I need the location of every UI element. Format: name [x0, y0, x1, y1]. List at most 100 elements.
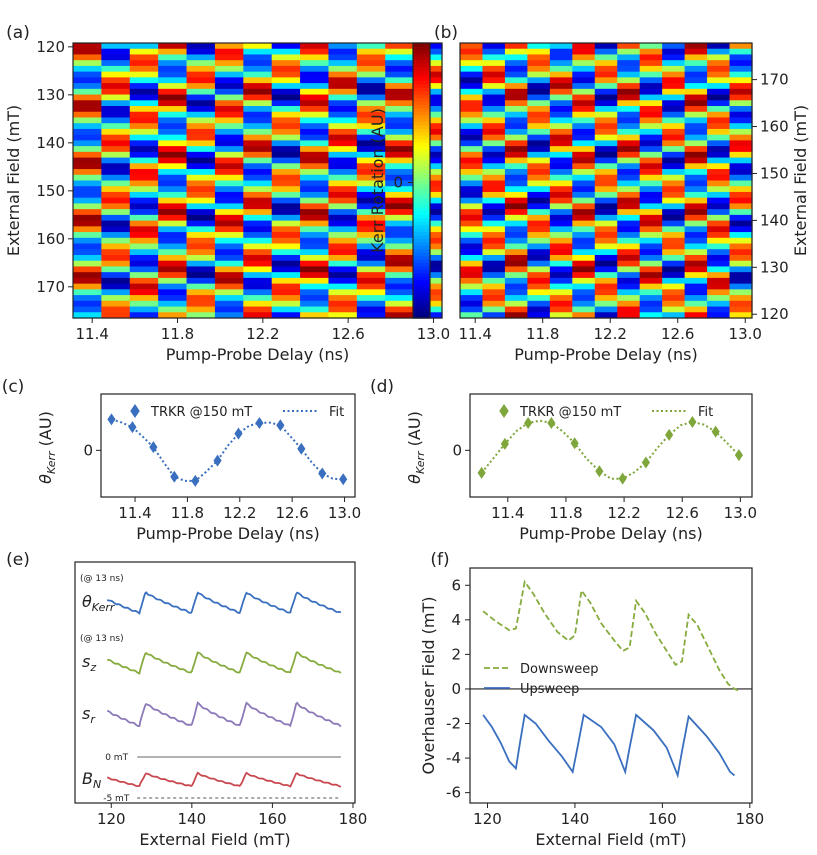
heatmap-cell: [214, 157, 244, 164]
heatmap-cell: [460, 48, 484, 56]
heatmap-cell: [328, 289, 358, 296]
heatmap-cell: [594, 209, 618, 216]
heatmap-cell: [300, 128, 330, 136]
heatmap-cell: [214, 186, 244, 193]
heatmap-cell: [482, 214, 506, 222]
heatmap-cell: [186, 209, 216, 216]
heatmap-cell: [385, 277, 415, 285]
heatmap-cell: [504, 83, 528, 90]
heatmap-cell: [214, 94, 244, 101]
heatmap-cell: [300, 306, 330, 313]
heatmap-cell: [186, 106, 216, 113]
heatmap-cell: [707, 60, 731, 67]
heatmap-cell: [186, 157, 216, 164]
heatmap-cell: [385, 209, 415, 216]
heatmap-cell: [214, 134, 244, 141]
heatmap-cell: [385, 157, 415, 164]
heatmap-cell: [129, 277, 159, 285]
heatmap-cell: [328, 123, 358, 130]
heatmap-cell: [707, 289, 731, 296]
heatmap-cell: [385, 191, 415, 199]
heatmap-cell: [482, 277, 506, 285]
heatmap-cell: [300, 134, 330, 141]
heatmap-cell: [729, 43, 753, 50]
heatmap-cell: [271, 197, 301, 205]
heatmap-cell: [101, 134, 131, 141]
heatmap-cell: [482, 289, 506, 296]
heatmap-cell: [707, 209, 731, 216]
heatmap-cell: [482, 249, 506, 256]
colorbar-step: [413, 170, 430, 175]
heatmap-cell: [186, 65, 216, 73]
heatmap-cell: [707, 306, 731, 313]
heatmap-cell: [617, 48, 641, 56]
heatmap-cell: [684, 71, 708, 78]
x-tick-label: 140: [178, 810, 207, 828]
plot-frame: [100, 393, 356, 498]
heatmap-cell: [594, 128, 618, 136]
heatmap-cell: [271, 191, 301, 199]
heatmap-cell: [243, 306, 273, 313]
heatmap-cell: [271, 232, 301, 239]
heatmap-cell: [639, 220, 663, 227]
colorbar-step: [413, 142, 430, 147]
heatmap-cell: [504, 123, 528, 130]
heatmap-cell: [482, 140, 506, 147]
heatmap-cell: [549, 180, 573, 187]
heatmap-cell: [729, 106, 753, 113]
heatmap-cell: [549, 197, 573, 205]
heatmap-cell: [572, 232, 596, 239]
heatmap-cell: [214, 197, 244, 205]
colorbar-step: [413, 146, 430, 151]
heatmap-cell: [662, 140, 686, 147]
heatmap-cell: [504, 146, 528, 153]
heatmap-cell: [684, 117, 708, 124]
x-tick-label: 12.6: [275, 504, 308, 522]
heatmap-cell: [73, 191, 102, 199]
heatmap-cell: [594, 146, 618, 153]
colorbar-step: [413, 273, 430, 278]
heatmap-cell: [662, 203, 686, 210]
series-line: [106, 771, 342, 788]
heatmap-cell: [385, 140, 415, 147]
legend-label: Upsweep: [520, 682, 579, 697]
heatmap-cell: [549, 306, 573, 313]
heatmap-cell: [707, 260, 731, 268]
heatmap-cell: [662, 191, 686, 199]
x-tick-label: 13.0: [417, 325, 450, 343]
heatmap-cell: [73, 203, 102, 210]
x-tick-label: 12.6: [666, 504, 699, 522]
heatmap-cell: [300, 169, 330, 176]
heatmap-cell: [460, 111, 484, 119]
heatmap-cell: [639, 232, 663, 239]
colorbar-step: [413, 43, 430, 48]
heatmap-cell: [729, 54, 753, 61]
heatmap-cell: [385, 243, 415, 250]
heatmap-cell: [73, 243, 102, 250]
heatmap-cell: [243, 254, 273, 262]
heatmap-cell: [460, 266, 484, 273]
heatmap-cell: [460, 300, 484, 308]
heatmap-cell: [73, 54, 102, 61]
heatmap-cell: [271, 106, 301, 113]
heatmap-cell: [662, 134, 686, 141]
colorbar-step: [413, 293, 430, 298]
heatmap-cell: [129, 306, 159, 313]
heatmap-cell: [572, 43, 596, 50]
data-point-diamond: [318, 467, 327, 480]
heatmap-cell: [639, 88, 663, 96]
heatmap-cell: [300, 249, 330, 256]
heatmap-cell: [572, 220, 596, 227]
x-tick-label: 11.4: [458, 325, 491, 343]
y-tick-label: 2: [451, 645, 461, 663]
heatmap-cell: [186, 300, 216, 308]
heatmap-cell: [73, 157, 102, 164]
heatmap-cell: [460, 209, 484, 216]
colorbar-step: [413, 235, 430, 240]
heatmap-cell: [527, 88, 551, 96]
heatmap-cell: [684, 163, 708, 170]
heatmap-cell: [572, 88, 596, 96]
heatmap-cell: [662, 88, 686, 96]
heatmap-cell: [73, 94, 102, 101]
heatmap-cell: [328, 83, 358, 90]
